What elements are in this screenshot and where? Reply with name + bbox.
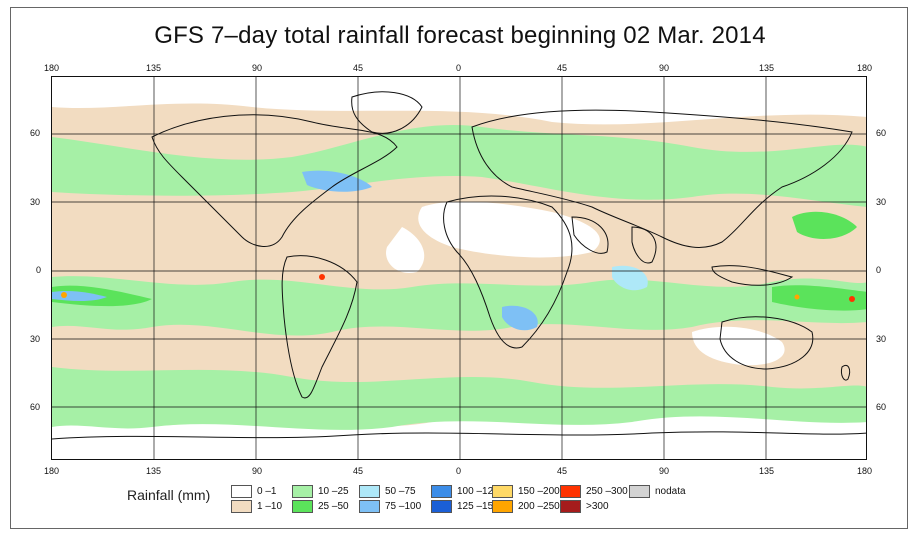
lon-tick-label: 180 [857, 466, 873, 476]
lat-tick-label: 30 [30, 334, 41, 344]
legend-swatch [492, 485, 513, 498]
legend-label: 1 –10 [257, 501, 283, 512]
legend-swatch [231, 485, 252, 498]
lon-tick-label: 90 [659, 466, 670, 476]
legend-swatch [560, 485, 581, 498]
lat-tick-label: 60 [876, 128, 887, 138]
legend-label: 150 –200 [518, 486, 560, 497]
figure-frame [10, 7, 908, 529]
lat-tick-label: 0 [36, 265, 42, 275]
legend-swatch [359, 485, 380, 498]
lon-tick-label: 90 [659, 63, 670, 73]
lon-tick-label: 45 [557, 466, 568, 476]
legend-swatch [492, 500, 513, 513]
lon-tick-label: 180 [44, 466, 60, 476]
lon-tick-label: 45 [353, 466, 364, 476]
legend-swatch [431, 485, 452, 498]
legend-title: Rainfall (mm) [127, 487, 211, 503]
lon-tick-label: 135 [759, 63, 775, 73]
legend-swatch [359, 500, 380, 513]
graticule [52, 77, 866, 459]
rainfall-map [51, 76, 867, 460]
legend-label: >300 [586, 501, 609, 512]
lat-tick-label: 60 [30, 128, 41, 138]
lon-tick-label: 45 [557, 63, 568, 73]
map-graphic [52, 77, 866, 459]
legend-label: 250 –300 [586, 486, 628, 497]
lon-tick-label: 0 [456, 466, 462, 476]
legend-label: 10 –25 [318, 486, 349, 497]
map-title: GFS 7–day total rainfall forecast beginn… [154, 22, 766, 49]
lon-tick-label: 135 [146, 63, 162, 73]
legend-label: 100 –125 [457, 486, 499, 497]
legend-swatch [231, 500, 252, 513]
lon-tick-label: 45 [353, 63, 364, 73]
legend-label: 50 –75 [385, 486, 416, 497]
legend-swatch [560, 500, 581, 513]
lon-tick-label: 135 [146, 466, 162, 476]
lon-tick-label: 90 [252, 466, 263, 476]
legend-label: nodata [655, 486, 686, 497]
lat-tick-label: 30 [30, 197, 41, 207]
legend-swatch [292, 500, 313, 513]
lon-tick-label: 90 [252, 63, 263, 73]
legend-swatch [292, 485, 313, 498]
lat-tick-label: 0 [876, 265, 882, 275]
legend-swatch [629, 485, 650, 498]
lon-tick-label: 0 [456, 63, 462, 73]
lon-tick-label: 180 [44, 63, 60, 73]
lat-tick-label: 60 [30, 402, 41, 412]
legend-label: 200 –250 [518, 501, 560, 512]
legend-label: 125 –150 [457, 501, 499, 512]
lat-tick-label: 30 [876, 197, 887, 207]
legend-swatch [431, 500, 452, 513]
lat-tick-label: 60 [876, 402, 887, 412]
legend-label: 0 –1 [257, 486, 277, 497]
legend-label: 75 –100 [385, 501, 422, 512]
lon-tick-label: 135 [759, 466, 775, 476]
lat-tick-label: 30 [876, 334, 887, 344]
coastlines [52, 91, 866, 440]
legend-label: 25 –50 [318, 501, 349, 512]
rainfall-fields [52, 77, 866, 459]
lon-tick-label: 180 [857, 63, 873, 73]
